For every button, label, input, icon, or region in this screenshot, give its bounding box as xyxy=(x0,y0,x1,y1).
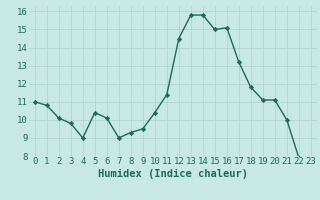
X-axis label: Humidex (Indice chaleur): Humidex (Indice chaleur) xyxy=(98,169,248,179)
